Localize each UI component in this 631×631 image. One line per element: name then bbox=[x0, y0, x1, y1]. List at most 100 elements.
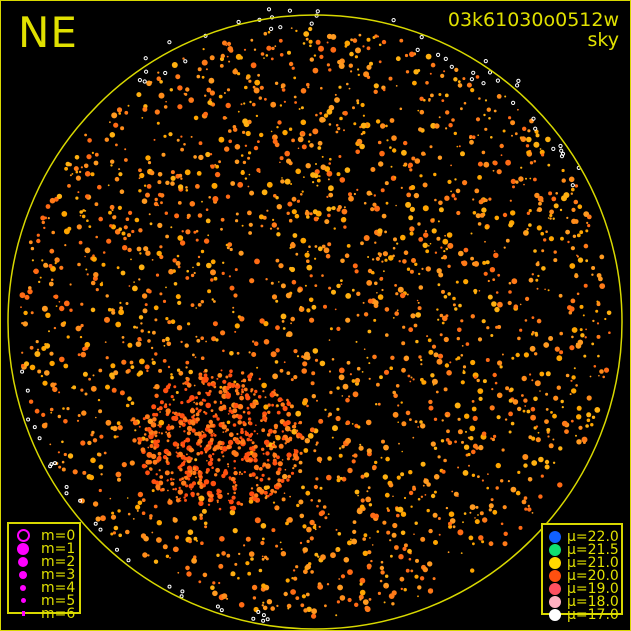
star bbox=[410, 313, 416, 319]
star bbox=[265, 278, 268, 281]
star bbox=[518, 176, 524, 182]
star bbox=[185, 186, 188, 189]
star bbox=[598, 374, 600, 377]
star bbox=[205, 218, 211, 224]
star bbox=[328, 192, 334, 198]
star bbox=[165, 100, 167, 103]
star bbox=[261, 555, 264, 558]
star bbox=[204, 451, 208, 454]
star bbox=[382, 251, 388, 257]
star bbox=[376, 292, 378, 294]
star bbox=[433, 540, 438, 545]
star bbox=[446, 232, 453, 238]
star bbox=[373, 194, 376, 197]
star bbox=[552, 217, 555, 220]
star bbox=[477, 222, 482, 226]
star bbox=[149, 222, 153, 226]
star bbox=[575, 384, 578, 387]
star bbox=[526, 409, 531, 414]
star bbox=[172, 478, 175, 481]
star bbox=[262, 462, 267, 467]
star bbox=[238, 471, 242, 474]
star bbox=[248, 222, 253, 227]
star bbox=[184, 418, 188, 422]
star bbox=[356, 101, 360, 105]
star bbox=[109, 132, 116, 138]
star bbox=[285, 521, 289, 526]
star bbox=[24, 294, 30, 300]
star bbox=[370, 207, 375, 212]
star bbox=[398, 260, 401, 263]
star bbox=[151, 360, 156, 365]
star bbox=[191, 428, 196, 433]
star bbox=[360, 102, 365, 108]
star bbox=[200, 249, 205, 254]
star bbox=[472, 542, 475, 546]
star bbox=[248, 499, 254, 504]
star bbox=[544, 459, 550, 465]
star bbox=[389, 366, 394, 371]
star bbox=[478, 290, 481, 292]
star bbox=[175, 412, 180, 417]
star bbox=[596, 322, 600, 325]
star bbox=[389, 146, 392, 149]
star bbox=[559, 350, 564, 355]
star bbox=[271, 528, 276, 533]
star bbox=[351, 379, 356, 383]
star bbox=[260, 523, 267, 529]
star bbox=[170, 481, 175, 486]
star bbox=[384, 230, 387, 234]
star bbox=[546, 428, 551, 432]
star bbox=[202, 433, 207, 438]
star bbox=[412, 436, 415, 439]
star bbox=[177, 85, 183, 91]
star bbox=[233, 467, 236, 470]
star bbox=[43, 226, 46, 230]
star bbox=[417, 109, 420, 112]
star bbox=[300, 131, 305, 136]
brightness-dot-icon bbox=[549, 595, 561, 608]
star bbox=[41, 220, 45, 225]
star bbox=[177, 104, 183, 110]
star bbox=[138, 177, 141, 180]
star bbox=[549, 209, 554, 215]
star bbox=[128, 210, 133, 215]
star bbox=[214, 171, 221, 178]
star bbox=[364, 606, 371, 613]
star bbox=[287, 201, 293, 207]
star bbox=[247, 374, 253, 380]
star bbox=[103, 451, 107, 455]
star bbox=[241, 473, 243, 475]
star bbox=[277, 467, 282, 472]
star bbox=[237, 446, 241, 450]
star bbox=[266, 181, 273, 188]
star bbox=[340, 258, 345, 264]
star bbox=[335, 614, 338, 617]
star bbox=[197, 213, 203, 218]
star bbox=[449, 361, 452, 364]
star bbox=[274, 360, 279, 364]
magnitude-dot-icon bbox=[18, 556, 28, 567]
star bbox=[84, 210, 87, 212]
star bbox=[90, 172, 95, 177]
star bbox=[41, 412, 46, 417]
star bbox=[270, 488, 275, 494]
star bbox=[257, 395, 262, 399]
star bbox=[226, 597, 229, 600]
star bbox=[183, 59, 188, 64]
star bbox=[102, 251, 106, 254]
star bbox=[159, 400, 164, 405]
star bbox=[186, 453, 188, 456]
star bbox=[136, 246, 142, 252]
star bbox=[318, 418, 324, 424]
star bbox=[85, 268, 88, 271]
star bbox=[250, 388, 254, 392]
star bbox=[414, 262, 418, 266]
star bbox=[233, 402, 239, 409]
star bbox=[130, 401, 135, 406]
star bbox=[98, 216, 103, 222]
star bbox=[531, 316, 535, 319]
star bbox=[153, 138, 156, 141]
star bbox=[197, 438, 203, 444]
star bbox=[317, 246, 323, 252]
